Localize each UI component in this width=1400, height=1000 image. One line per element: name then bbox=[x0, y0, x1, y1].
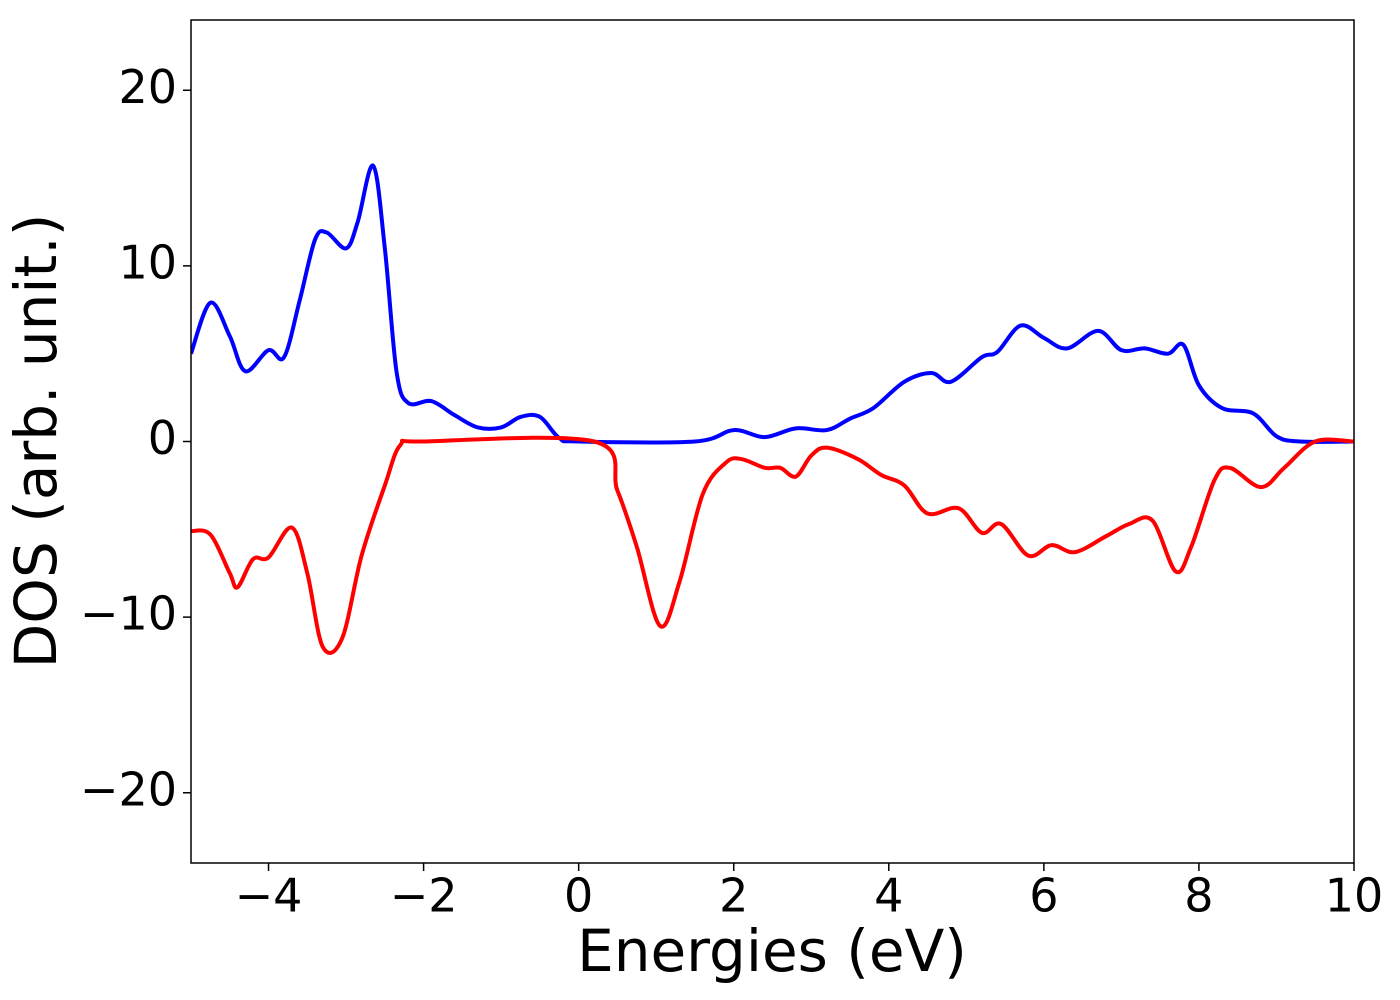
x-tick-label: 4 bbox=[874, 869, 903, 923]
y-tick-label: −20 bbox=[80, 762, 177, 816]
plot-frame bbox=[190, 19, 1355, 864]
y-tick-label: 10 bbox=[118, 235, 177, 289]
x-axis-label: Energies (eV) bbox=[577, 917, 967, 985]
x-tick-label: 8 bbox=[1184, 869, 1213, 923]
y-axis-label: DOS (arb. unit.) bbox=[2, 214, 70, 669]
x-tick-label: −2 bbox=[390, 869, 458, 923]
dos-line bbox=[191, 435, 1354, 655]
x-tick-label: −4 bbox=[235, 869, 303, 923]
y-tick-label: −10 bbox=[80, 587, 177, 641]
y-tick-label: 0 bbox=[148, 411, 177, 465]
x-tick-label: 2 bbox=[719, 869, 748, 923]
y-tick-label: 20 bbox=[118, 60, 177, 114]
x-tick-label: 6 bbox=[1029, 869, 1058, 923]
x-tick-label: 10 bbox=[1325, 869, 1384, 923]
dos-line bbox=[191, 163, 1354, 445]
x-tick-label: 0 bbox=[564, 869, 593, 923]
